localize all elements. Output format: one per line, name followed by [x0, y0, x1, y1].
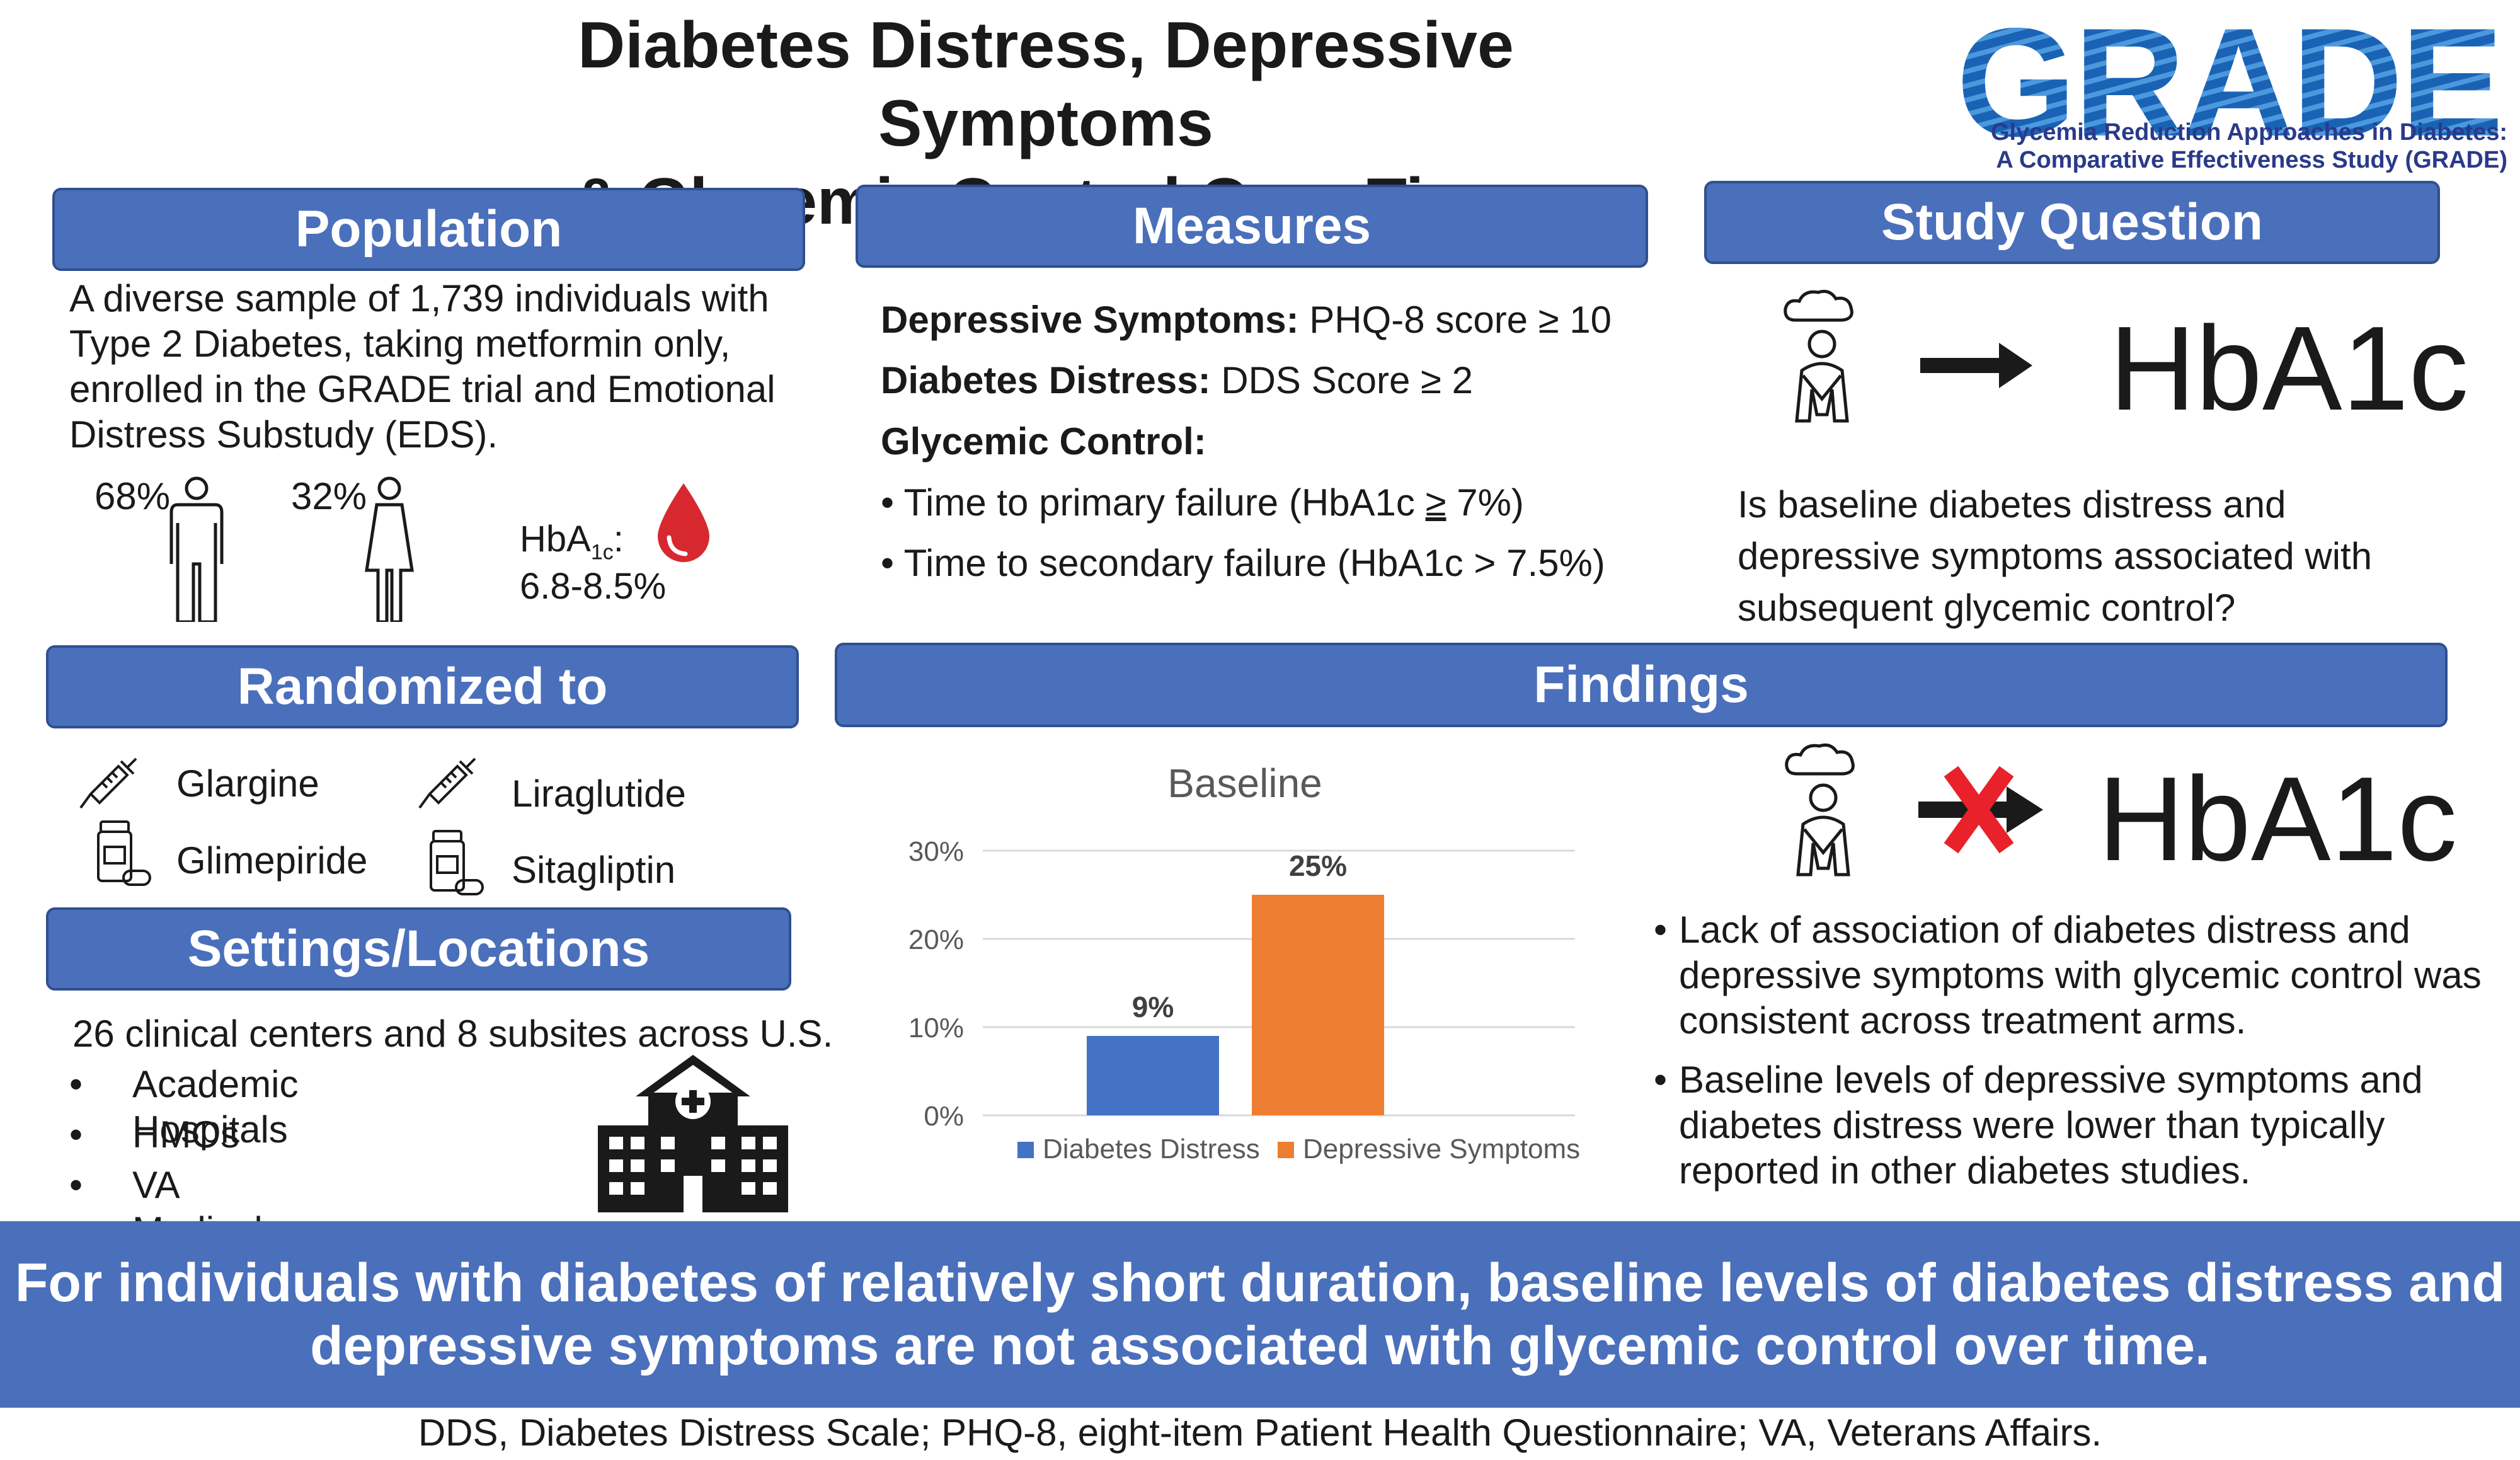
male-percent: 68%	[94, 475, 171, 517]
settings-item-1: Academic Hospitals	[132, 1063, 299, 1151]
footnote: DDS, Diabetes Distress Scale; PHQ-8, eig…	[418, 1411, 2102, 1454]
finding-2-line-1: Baseline levels of depressive symptoms a…	[1679, 1059, 2423, 1101]
study-question-line-1: Is baseline diabetes distress and	[1738, 483, 2286, 526]
bullet1-text-a: Time to primary failure (HbA1c	[903, 481, 1426, 524]
finding-1-line-3: consistent across treatment arms.	[1679, 999, 2247, 1042]
female-percent: 32%	[291, 475, 367, 517]
drug-sitagliptin: Sitagliptin	[512, 849, 676, 891]
drug-glimepiride: Glimepiride	[176, 839, 368, 882]
dd-value: DDS Score ≥ 2	[1210, 359, 1473, 401]
legend-label: Diabetes Distress	[1043, 1134, 1260, 1164]
finding-1-line-1: Lack of association of diabetes distress…	[1679, 909, 2410, 951]
chart-title: Baseline	[1167, 761, 1322, 806]
study-question-header: Study Question	[1704, 181, 2440, 264]
hba1c-label-colon: :	[613, 519, 624, 560]
conclusion-line-2: depressive symptoms are not associated w…	[310, 1316, 2210, 1376]
chart-data-label: 25%	[1289, 849, 1347, 882]
population-line-4: Distress Substudy (EDS).	[69, 413, 498, 456]
hba1c-range-value: 6.8-8.5%	[520, 566, 667, 607]
baseline-bar-chart: Baseline 0% 10% 20% 30% 9% 25% Diabetes Dist…	[908, 761, 1580, 1164]
male-person-icon	[169, 476, 224, 622]
measures-header: Measures	[856, 185, 1648, 268]
findings-bullet-1: • Lack of association of diabetes distre…	[1654, 907, 2511, 1043]
study-question-line-2: depressive symptoms associated with	[1738, 535, 2373, 577]
study-question-line-3: subsequent glycemic control?	[1738, 587, 2236, 629]
dd-label: Diabetes Distress:	[881, 359, 1211, 401]
chart-legend: Diabetes Distress Depressive Symptoms	[1017, 1134, 1580, 1164]
chart-bar	[1087, 1036, 1219, 1115]
y-tick-label: 20%	[908, 924, 964, 955]
y-tick-label: 10%	[908, 1013, 964, 1043]
measure-diabetes-distress: Diabetes Distress: DDS Score ≥ 2	[881, 358, 1473, 403]
bullet1-ge: ≥	[1425, 481, 1446, 524]
settings-item-2: HMOs	[132, 1113, 239, 1156]
legend-label: Depressive Symptoms	[1303, 1134, 1580, 1164]
findings-bullet-2: • Baseline levels of depressive symptoms…	[1654, 1057, 2511, 1193]
distressed-person-icon	[1784, 289, 1853, 423]
bullet2-text: Time to secondary failure (HbA1c > 7.5%)	[903, 542, 1605, 584]
population-line-3: enrolled in the GRADE trial and Emotiona…	[69, 368, 776, 410]
finding-2-line-3: reported in other diabetes studies.	[1679, 1149, 2251, 1192]
y-tick-label: 30%	[908, 836, 964, 867]
grade-logo-word: GRADE	[1956, 0, 2504, 168]
logo-subtitle-2: A Comparative Effectiveness Study (GRADE…	[1996, 147, 2507, 173]
measure-glycemic-control: Glycemic Control:	[881, 420, 1206, 463]
y-tick-label: 0%	[924, 1101, 964, 1132]
settings-intro: 26 clinical centers and 8 subsites acros…	[72, 1013, 833, 1055]
syringe-icon	[418, 757, 476, 809]
hba1c-label-text: HbA	[520, 519, 591, 560]
findings-bullets: • Lack of association of diabetes distre…	[1654, 907, 2511, 1193]
chart-data-label: 9%	[1132, 991, 1174, 1023]
findings-hba1c: HbA1c	[2098, 752, 2458, 886]
distressed-person-icon	[1785, 743, 1855, 877]
population-line-1: A diverse sample of 1,739 individuals wi…	[69, 277, 769, 319]
randomized-header: Randomized to	[46, 645, 799, 728]
hba1c-range-label: HbA1c:	[520, 517, 624, 575]
crossed-arrow-icon	[1918, 766, 2043, 854]
conclusion-banner: For individuals with diabetes of relativ…	[0, 1221, 2520, 1408]
study-question-hba1c: HbA1c	[2109, 302, 2469, 435]
drug-liraglutide: Liraglutide	[512, 773, 686, 815]
settings-header: Settings/Locations	[46, 907, 791, 991]
pill-bottle-icon	[430, 830, 484, 895]
logo-subtitle-1: Glycemia Reduction Approaches in Diabete…	[1990, 119, 2507, 146]
population-header: Population	[52, 188, 805, 271]
title-line-1: Diabetes Distress, Depressive Symptoms	[578, 9, 1514, 160]
hba1c-label-sub: 1c	[590, 540, 614, 565]
dep-label: Depressive Symptoms:	[881, 299, 1299, 341]
chart-bars	[1087, 895, 1384, 1115]
pill-bottle-icon	[97, 820, 151, 886]
hospital-building-icon	[598, 1055, 788, 1212]
finding-2-line-2: diabetes distress were lower than typica…	[1679, 1104, 2385, 1146]
syringe-icon	[79, 757, 137, 809]
conclusion-line-1: For individuals with diabetes of relativ…	[14, 1253, 2506, 1313]
population-line-2: Type 2 Diabetes, taking metformin only,	[69, 323, 731, 365]
legend-swatch	[1017, 1142, 1034, 1158]
chart-data-labels: 9% 25%	[1132, 849, 1347, 1023]
blood-drop-icon	[658, 483, 709, 562]
drug-glargine: Glargine	[176, 762, 319, 805]
finding-1-line-2: depressive symptoms with glycemic contro…	[1679, 954, 2482, 996]
measure-depressive-symptoms: Depressive Symptoms: PHQ-8 score ≥ 10	[881, 297, 1612, 343]
legend-swatch	[1278, 1142, 1294, 1158]
bullet1-text-b: 7%)	[1446, 481, 1524, 524]
right-arrow-icon	[1920, 343, 2032, 388]
female-person-icon	[365, 476, 414, 622]
measure-bullet-secondary: • Time to secondary failure (HbA1c > 7.5…	[881, 542, 1605, 584]
chart-y-axis-ticks: 0% 10% 20% 30%	[908, 836, 964, 1132]
findings-header: Findings	[835, 643, 2448, 727]
study-question-text: Is baseline diabetes distress and depres…	[1738, 479, 2372, 634]
chart-bar	[1252, 895, 1384, 1115]
population-text: A diverse sample of 1,739 individuals wi…	[69, 276, 825, 457]
measure-bullet-primary: • Time to primary failure (HbA1c ≥ 7%)	[881, 481, 1524, 524]
dep-value: PHQ-8 score ≥ 10	[1298, 299, 1612, 341]
grade-logo: GRADE Glycemia Reduction Approaches in D…	[1956, 5, 2507, 175]
